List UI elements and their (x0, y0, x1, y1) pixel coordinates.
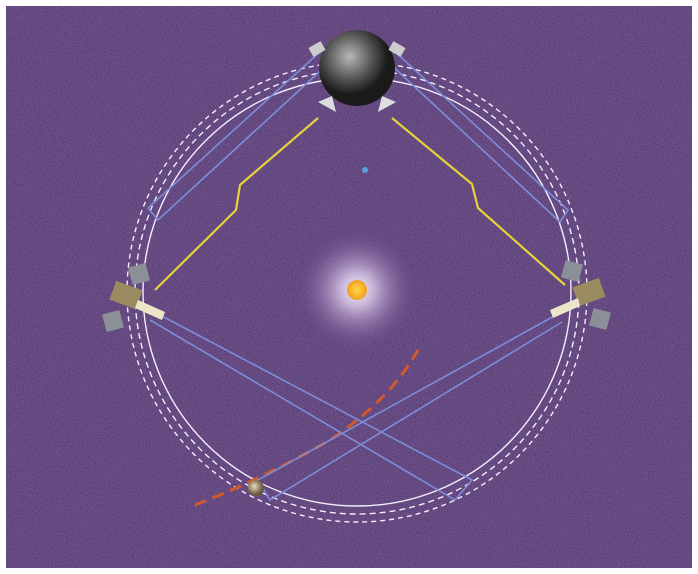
illustration (0, 0, 698, 574)
planet (248, 480, 264, 496)
earth-dot (362, 167, 368, 173)
sun (347, 280, 367, 300)
page: (() => { const data = JSON.parse(documen… (0, 0, 698, 574)
